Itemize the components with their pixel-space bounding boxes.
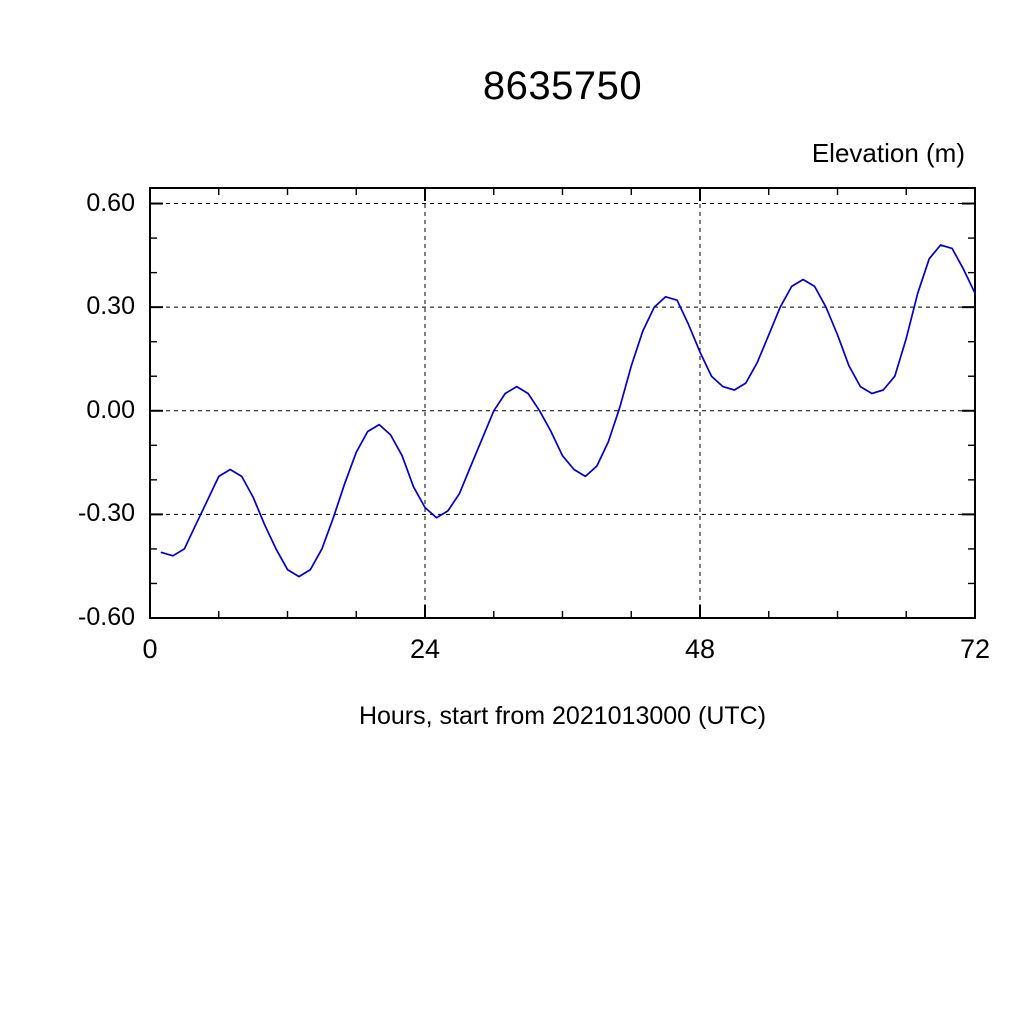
x-tick-label: 72 <box>959 634 991 664</box>
y-tick-label: -0.60 <box>78 603 135 631</box>
y-tick-label: 0.60 <box>86 188 135 217</box>
chart-title: 8635750 <box>482 64 643 108</box>
y-tick-label: -0.30 <box>78 499 135 528</box>
plot-frame <box>149 187 976 619</box>
y-tick-label: 0.30 <box>86 292 135 321</box>
x-tick-label: 48 <box>684 634 716 664</box>
x-tick-label: 0 <box>142 634 158 664</box>
y-tick-label: 0.00 <box>86 395 135 424</box>
elevation-series-line <box>160 244 976 578</box>
x-tick-label: 24 <box>409 634 441 664</box>
x-axis-title: Hours, start from 2021013000 (UTC) <box>358 702 767 730</box>
y-axis-title: Elevation (m) <box>811 138 965 168</box>
